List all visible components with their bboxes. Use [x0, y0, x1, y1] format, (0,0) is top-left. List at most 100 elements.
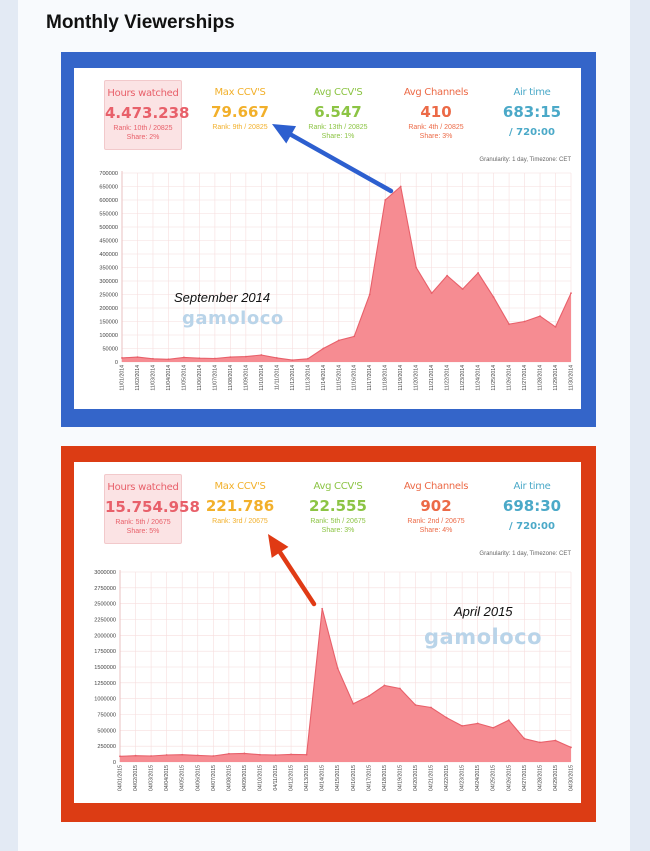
y-tick-label: 700000	[99, 171, 118, 177]
data-point	[196, 754, 199, 757]
y-tick-label: 400000	[99, 252, 118, 258]
data-point	[523, 737, 526, 740]
data-point	[538, 741, 541, 744]
x-tick-label: 11/21/2014	[429, 365, 435, 391]
stats-panel: Hours watched 15.754.958 Rank: 5th / 206…	[74, 462, 581, 803]
data-point	[383, 684, 386, 687]
x-tick-label: 04/26/2015	[506, 765, 512, 791]
x-tick-label: 04/23/2015	[460, 765, 466, 791]
series-line	[119, 608, 572, 757]
y-tick-label: 300000	[99, 279, 118, 285]
stat-share: Share: 3%	[419, 133, 453, 140]
x-tick-label: 04/08/2015	[226, 765, 232, 791]
data-point	[492, 296, 495, 299]
x-tick-label: 11/16/2014	[352, 365, 358, 391]
month-label: April 2015	[454, 604, 513, 619]
x-tick-label: 11/10/2014	[259, 365, 265, 391]
stat-label: Max CCV'S	[214, 87, 266, 98]
y-tick-label: 100000	[99, 333, 118, 339]
x-tick-label: 04/12/2015	[289, 765, 295, 791]
stat-label: Hours watched	[107, 88, 179, 99]
gamoloco-watermark: gamoloco	[424, 625, 543, 649]
data-point	[353, 335, 356, 338]
x-tick-label: 11/18/2014	[383, 365, 389, 391]
frame-september-2014: Hours watched 4.473.238 Rank: 10th / 208…	[61, 52, 596, 427]
data-point	[274, 754, 277, 756]
stat-value: 4.473.238	[105, 104, 190, 122]
stat-value: 683:15	[502, 103, 562, 121]
data-point	[570, 746, 572, 749]
data-point	[461, 288, 464, 290]
stat-label: Air time	[513, 481, 551, 492]
stats-panel: Hours watched 4.473.238 Rank: 10th / 208…	[74, 68, 581, 409]
stat-value: 79.667	[211, 103, 269, 121]
data-point	[430, 706, 432, 709]
data-point	[492, 726, 495, 729]
data-point	[368, 293, 371, 296]
data-point	[150, 755, 153, 757]
y-tick-label: 1500000	[94, 665, 116, 671]
data-point	[290, 753, 292, 756]
stat-rank: Rank: 5th / 20675	[115, 519, 171, 526]
y-tick-label: 0	[113, 760, 116, 766]
x-tick-label: 04/19/2015	[397, 765, 403, 791]
x-tick-label: 04/15/2015	[335, 765, 341, 791]
stat-max-ccv: Max CCV'S 221.786 Rank: 3rd / 20675	[202, 474, 278, 542]
granularity-note: Granularity: 1 day, Timezone: CET	[479, 551, 571, 557]
stat-share: Share: 4%	[419, 527, 453, 534]
y-tick-label: 1250000	[94, 681, 116, 687]
data-point	[322, 347, 325, 350]
x-tick-label: 11/01/2014	[120, 365, 126, 391]
gamoloco-watermark: gamoloco	[182, 308, 284, 329]
x-tick-label: 04/30/2015	[569, 765, 575, 791]
data-point	[136, 356, 139, 359]
y-tick-label: 1000000	[94, 697, 116, 703]
data-point	[275, 357, 278, 359]
y-tick-label: 500000	[99, 225, 118, 231]
x-tick-label: 04/13/2015	[304, 765, 310, 791]
data-point	[244, 355, 247, 358]
stat-avg-channels: Avg Channels 902 Rank: 2nd / 20675 Share…	[398, 474, 474, 542]
x-tick-label: 04/02/2015	[133, 765, 139, 791]
data-point	[229, 356, 232, 359]
data-point	[399, 687, 401, 690]
stat-label: Avg CCV'S	[313, 87, 363, 98]
stat-share: Share: 2%	[126, 134, 160, 141]
data-point	[119, 755, 121, 758]
data-point	[198, 357, 201, 360]
data-point	[121, 357, 123, 359]
x-tick-label: 04/06/2015	[195, 765, 201, 791]
data-point	[337, 339, 340, 342]
month-label: September 2014	[174, 290, 271, 305]
x-tick-label: 11/11/2014	[274, 365, 280, 390]
stat-rank: Rank: 5th / 20675	[310, 518, 366, 525]
stat-avg-ccv: Avg CCV'S 22.555 Rank: 5th / 20675 Share…	[300, 474, 376, 542]
stat-rank: Rank: 3rd / 20675	[212, 518, 268, 525]
x-tick-label: 04/01/2015	[118, 765, 124, 791]
data-point	[430, 292, 433, 295]
data-point	[336, 667, 339, 670]
stat-max-ccv: Max CCV'S 79.667 Rank: 9th / 20825	[202, 80, 278, 148]
data-point	[183, 356, 185, 359]
y-tick-label: 550000	[99, 212, 118, 218]
data-point	[167, 358, 170, 361]
x-tick-label: 11/22/2014	[445, 365, 451, 391]
y-tick-label: 150000	[99, 320, 118, 326]
x-tick-label: 11/03/2014	[150, 365, 156, 391]
data-point	[243, 752, 246, 755]
data-point	[181, 753, 184, 756]
data-point	[445, 716, 448, 719]
stat-rank: Rank: 10th / 20825	[113, 125, 173, 132]
page: Monthly Viewerships Hours watched 4.473.…	[18, 0, 630, 851]
x-tick-label: 04/09/2015	[242, 765, 248, 791]
data-point	[352, 702, 355, 705]
data-point	[554, 326, 557, 328]
stat-rank: Rank: 2nd / 20675	[407, 518, 465, 525]
stat-label: Avg CCV'S	[313, 481, 363, 492]
stat-value: 15.754.958	[105, 498, 200, 516]
stat-share: Share: 3%	[321, 527, 355, 534]
x-tick-label: 11/13/2014	[305, 365, 311, 391]
y-tick-label: 250000	[99, 293, 118, 299]
data-point	[523, 320, 526, 323]
data-point	[291, 359, 294, 362]
